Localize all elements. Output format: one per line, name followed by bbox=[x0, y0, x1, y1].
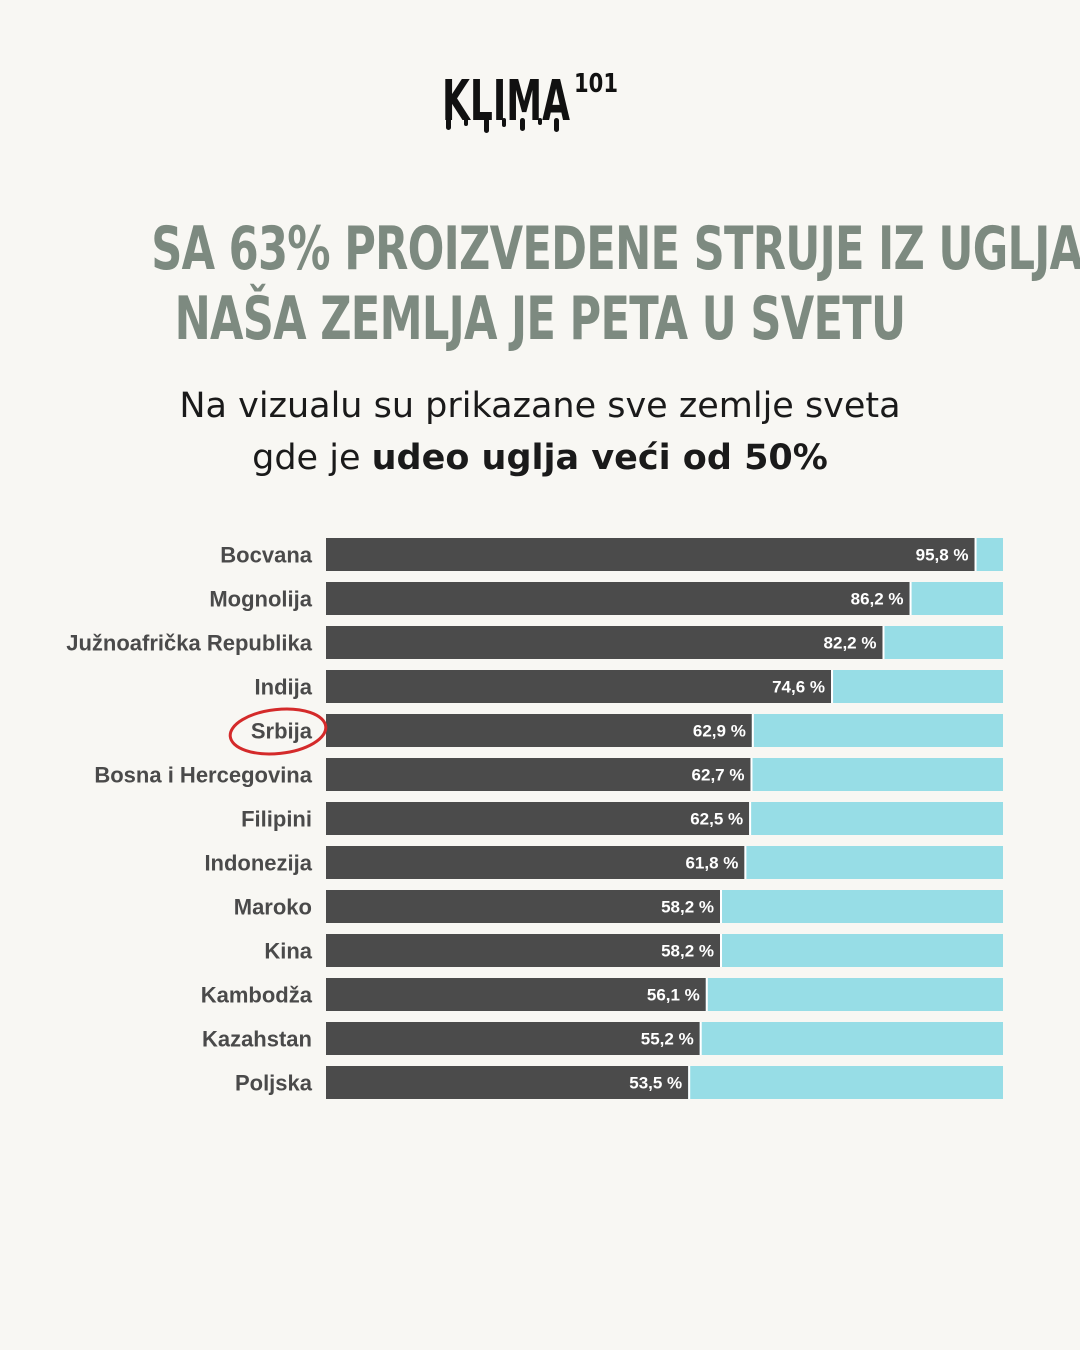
bar-divider bbox=[699, 1022, 702, 1055]
bar bbox=[326, 802, 750, 835]
klima101-logo: KLIMA 101 bbox=[442, 69, 618, 134]
coal-share-bar-chart: 95,8 % Bocvana 86,2 % Mognolija 82,2 % Južnoa… bbox=[66, 538, 1003, 1099]
category-label: Srbija bbox=[251, 719, 313, 744]
bar bbox=[326, 934, 721, 967]
subtitle-line-2: gde je udeo uglja veći od 50% bbox=[0, 432, 1080, 484]
value-label: 95,8 % bbox=[916, 546, 969, 565]
bar-divider bbox=[744, 846, 747, 879]
brand-logo: KLIMA 101 bbox=[0, 62, 1080, 142]
bar bbox=[326, 626, 883, 659]
value-label: 82,2 % bbox=[824, 634, 877, 653]
category-label: Južnoafrička Republika bbox=[66, 631, 313, 656]
subtitle-line-1: Na vizualu su prikazane sve zemlje sveta bbox=[179, 386, 901, 426]
value-label: 86,2 % bbox=[851, 590, 904, 609]
bar-divider bbox=[720, 890, 723, 923]
headline-line-2: NAŠA ZEMLJA JE PETA U SVETU bbox=[174, 284, 906, 354]
subtitle: Na vizualu su prikazane sve zemlje sveta… bbox=[0, 380, 1080, 484]
value-label: 62,9 % bbox=[693, 722, 746, 741]
value-label: 62,5 % bbox=[690, 810, 743, 829]
bar bbox=[326, 1022, 700, 1055]
bar bbox=[326, 758, 751, 791]
category-label: Filipini bbox=[241, 807, 312, 832]
category-label: Kina bbox=[264, 939, 312, 964]
bar-divider bbox=[749, 802, 752, 835]
bar bbox=[326, 978, 706, 1011]
bar-divider bbox=[974, 538, 977, 571]
bar bbox=[326, 846, 745, 879]
subtitle-line-2-emphasis: udeo uglja veći od 50% bbox=[371, 438, 828, 478]
logo-superscript: 101 bbox=[574, 69, 618, 99]
bar bbox=[326, 538, 975, 571]
category-label: Kazahstan bbox=[202, 1027, 312, 1052]
bar-divider bbox=[831, 670, 834, 703]
bar bbox=[326, 670, 832, 703]
bar bbox=[326, 714, 752, 747]
category-label: Indonezija bbox=[204, 851, 312, 876]
subtitle-line-2-prefix: gde je bbox=[252, 438, 372, 478]
value-label: 62,7 % bbox=[692, 766, 745, 785]
bar bbox=[326, 1066, 689, 1099]
value-label: 58,2 % bbox=[661, 942, 714, 961]
category-label: Poljska bbox=[235, 1071, 313, 1096]
category-label: Bocvana bbox=[220, 543, 312, 568]
value-label: 56,1 % bbox=[647, 986, 700, 1005]
bar-divider bbox=[705, 978, 708, 1011]
bar-divider bbox=[750, 758, 753, 791]
category-label: Mognolija bbox=[209, 587, 312, 612]
value-label: 61,8 % bbox=[685, 854, 738, 873]
bar bbox=[326, 890, 721, 923]
bar-divider bbox=[882, 626, 885, 659]
category-label: Indija bbox=[255, 675, 313, 700]
logo-drips bbox=[446, 118, 559, 133]
bar-divider bbox=[688, 1066, 691, 1099]
value-label: 58,2 % bbox=[661, 898, 714, 917]
category-label: Kambodža bbox=[201, 983, 313, 1008]
bar bbox=[326, 582, 910, 615]
category-label: Maroko bbox=[234, 895, 312, 920]
highlight-circle bbox=[228, 707, 328, 756]
headline: SA 63% PROIZVEDENE STRUJE IZ UGLJA, NAŠA… bbox=[151, 214, 1080, 354]
bar-divider bbox=[751, 714, 754, 747]
bar-divider bbox=[720, 934, 723, 967]
value-label: 53,5 % bbox=[629, 1074, 682, 1093]
headline-line-1: SA 63% PROIZVEDENE STRUJE IZ UGLJA, bbox=[151, 214, 1080, 284]
value-label: 55,2 % bbox=[641, 1030, 694, 1049]
category-label: Bosna i Hercegovina bbox=[94, 763, 312, 788]
logo-wordmark: KLIMA bbox=[442, 69, 570, 134]
bar-divider bbox=[909, 582, 912, 615]
value-label: 74,6 % bbox=[772, 678, 825, 697]
